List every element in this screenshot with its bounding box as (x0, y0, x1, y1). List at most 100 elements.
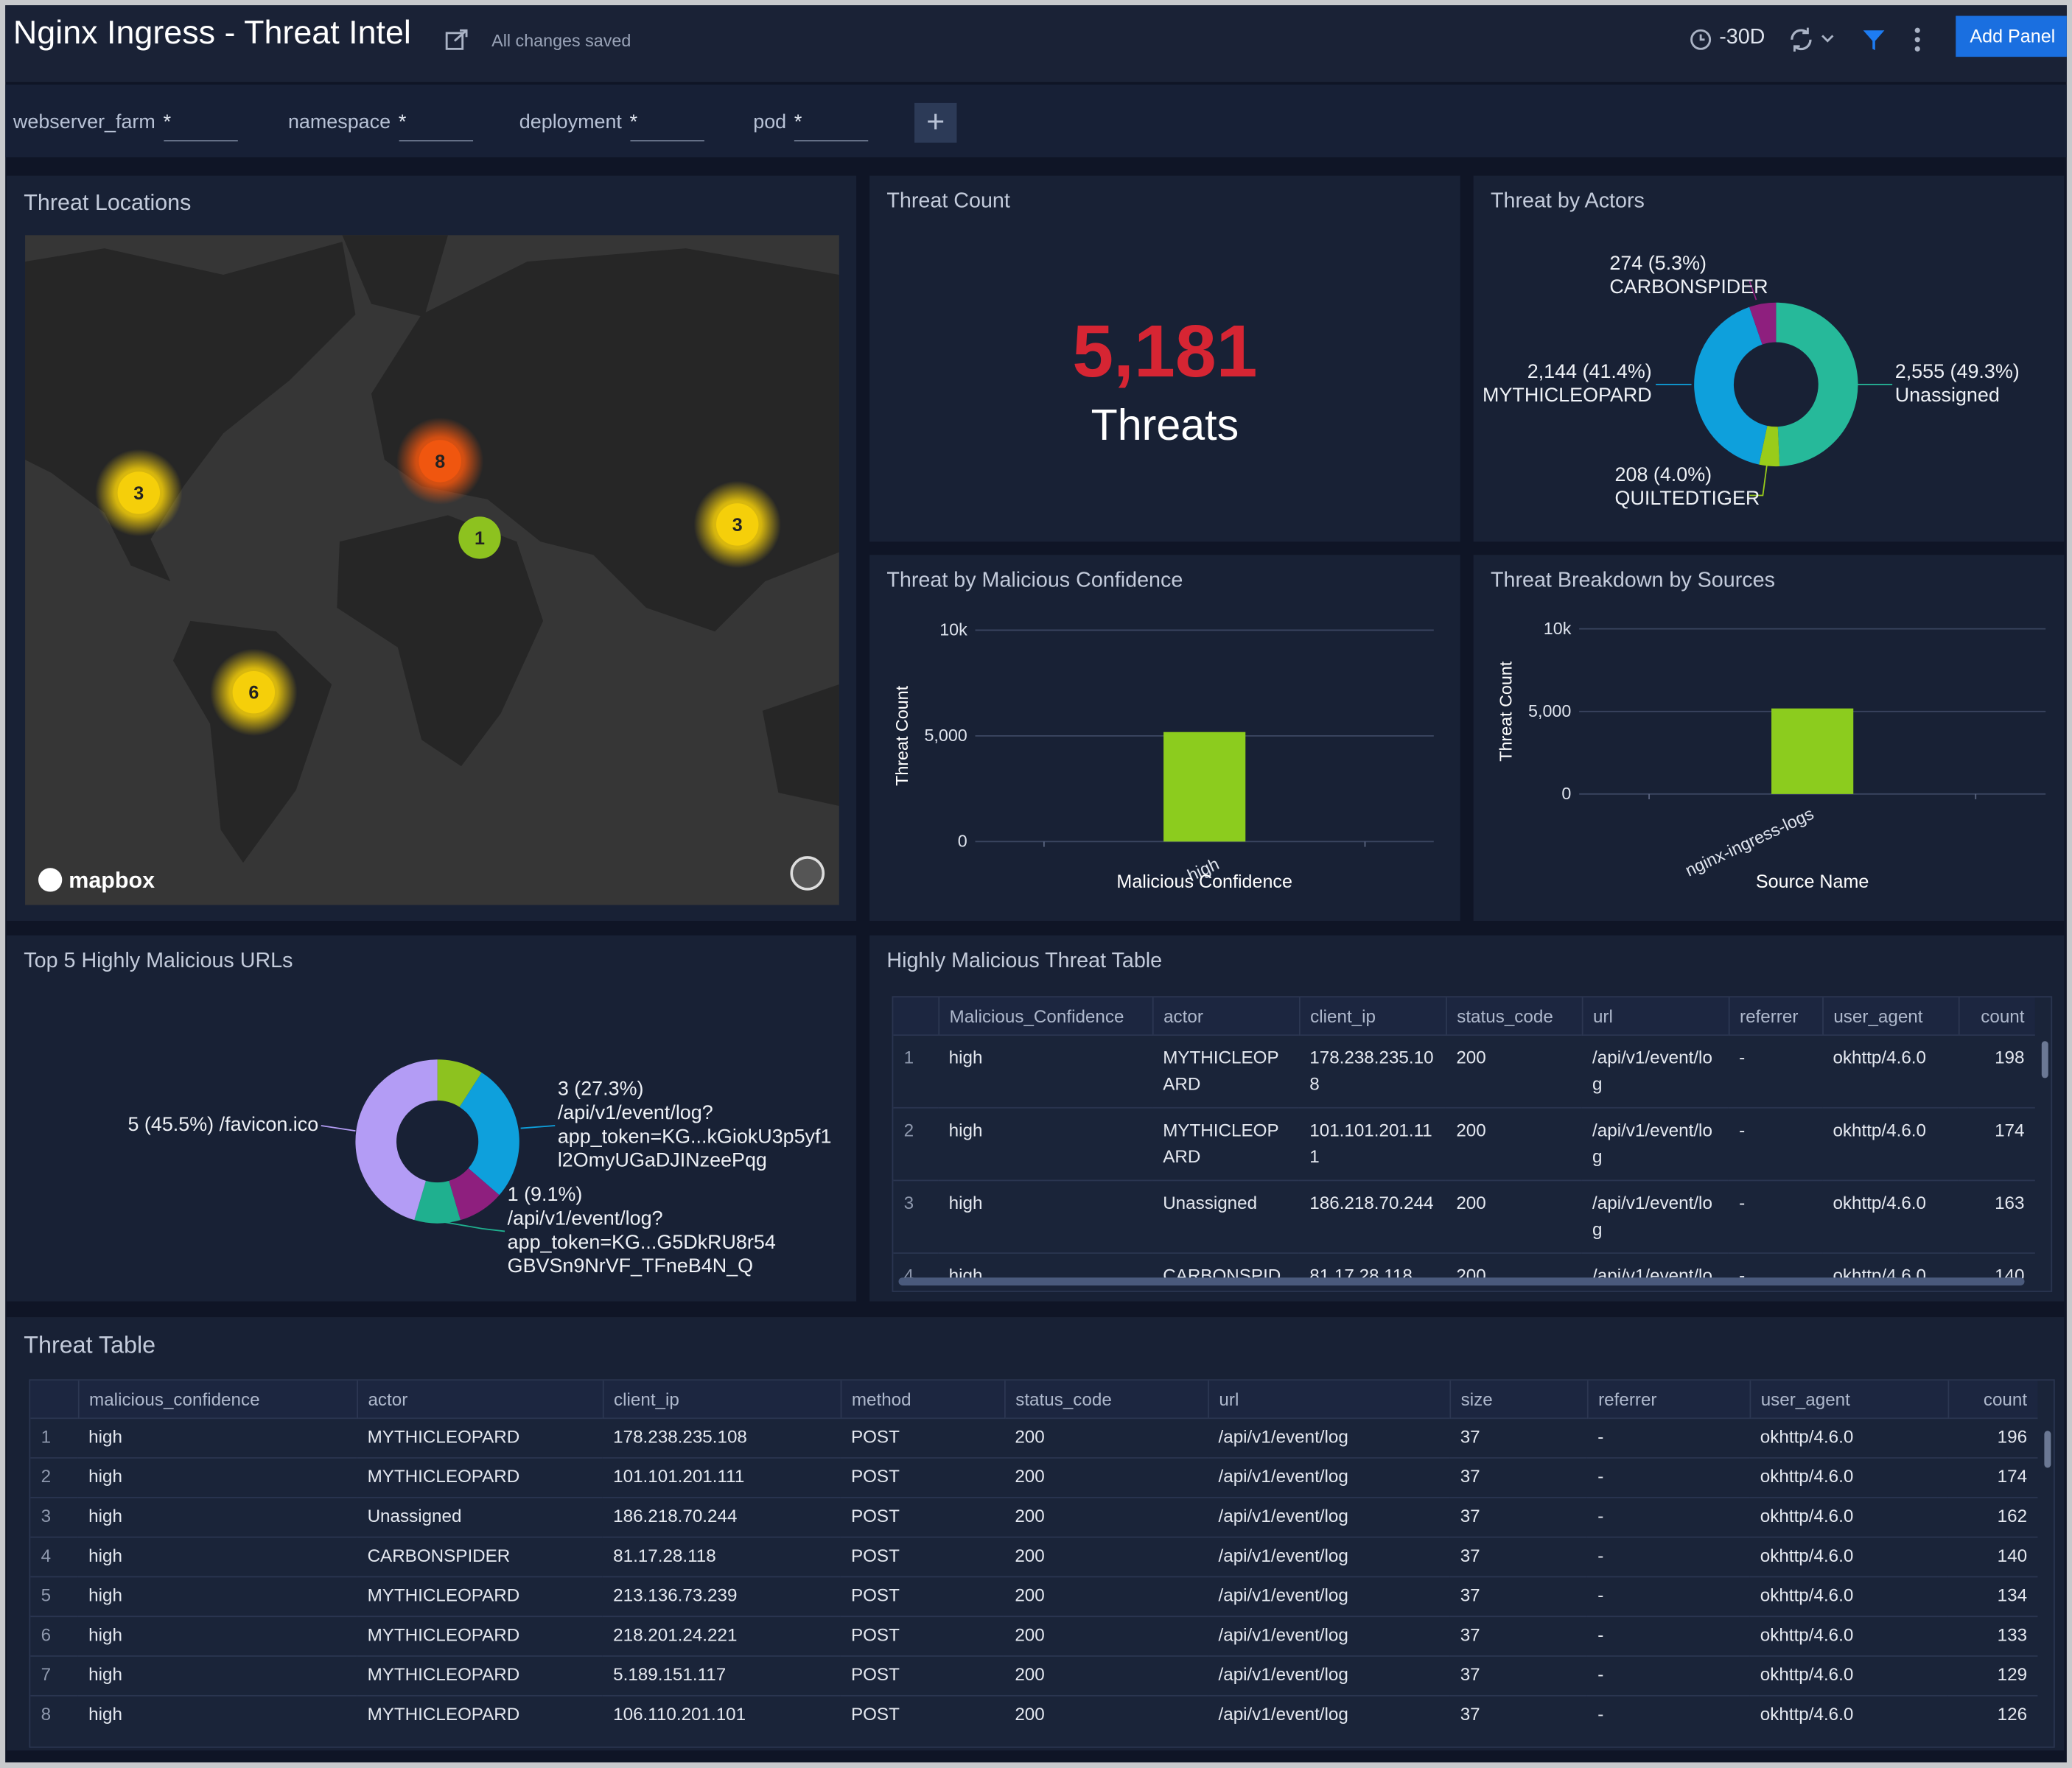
column-header[interactable]: referrer (1728, 997, 1823, 1036)
table-cell: okhttp/4.6.0 (1822, 1106, 1959, 1181)
panel-title: Threat by Malicious Confidence (886, 569, 1183, 592)
slice-label: 1 (9.1%)/api/v1/event/log?app_token=KG..… (508, 1184, 783, 1279)
filter-icon[interactable] (1861, 27, 1887, 53)
slice-name: Unassigned (1894, 384, 2000, 407)
table-cell: CARBONSPIDER (1152, 1252, 1299, 1291)
threat-count-value: 5,181 (1072, 309, 1258, 393)
table-cell: MYTHICLEOPARD (357, 1694, 603, 1736)
table-cell: high (77, 1496, 357, 1537)
cluster[interactable] (716, 503, 759, 546)
table-cell: /api/v1/event/log (1581, 1034, 1729, 1108)
table-cell: MYTHICLEOPARD (357, 1616, 603, 1657)
table-cell: 186.218.70.244 (602, 1496, 841, 1537)
column-header[interactable]: url (1208, 1381, 1451, 1419)
info-icon[interactable] (790, 856, 825, 891)
cluster[interactable] (458, 516, 501, 559)
column-header[interactable]: client_ip (1298, 997, 1446, 1036)
filter-label: webserver_farm (13, 110, 155, 134)
table-cell: 174 (1947, 1457, 2038, 1498)
filter-value[interactable]: * (163, 111, 237, 141)
column-header[interactable]: user_agent (1822, 997, 1959, 1036)
bar[interactable] (1771, 708, 1854, 794)
column-header[interactable]: method (840, 1381, 1005, 1419)
table: malicious_confidence actor client_ip method… (29, 1379, 2055, 1748)
mapbox-logo (38, 868, 63, 892)
refresh-icon[interactable] (1787, 25, 1842, 54)
filter-value[interactable]: * (629, 111, 704, 141)
donut-slice[interactable] (414, 1180, 461, 1224)
table-cell: MYTHICLEOPARD (1152, 1106, 1299, 1181)
scrollbar[interactable] (2041, 1041, 2048, 1078)
donut-slice[interactable] (437, 1059, 482, 1107)
y-axis-title: Threat Count (1497, 661, 1516, 761)
table-cell: 37 (1449, 1496, 1587, 1537)
column-header[interactable]: count (1983, 1389, 2028, 1409)
clock-icon[interactable] (1689, 28, 1712, 52)
column-header[interactable]: user_agent (1749, 1381, 1949, 1419)
donut-slice[interactable] (1694, 306, 1768, 465)
table-cell: high (938, 1179, 1152, 1254)
column-header[interactable]: referrer (1586, 1381, 1751, 1419)
share-icon[interactable] (444, 27, 471, 53)
map-land (342, 235, 448, 318)
table-cell: 200 (1004, 1417, 1208, 1459)
table-row: 8 high MYTHICLEOPARD 106.110.201.101 POST 200… (30, 1694, 2038, 1736)
table-cell: 140 (1947, 1536, 2038, 1577)
h-scrollbar[interactable] (898, 1277, 2025, 1285)
bar[interactable] (1163, 732, 1246, 842)
filter-value[interactable]: * (794, 111, 869, 141)
cluster[interactable] (419, 440, 461, 483)
add-filter-button[interactable]: + (914, 102, 957, 143)
column-header[interactable]: status_code (1445, 997, 1583, 1036)
table-cell: POST (840, 1616, 1004, 1657)
cluster-count: 3 (133, 483, 144, 504)
table-cell: 81.17.28.118 (602, 1536, 841, 1577)
time-range[interactable]: -30D (1719, 26, 1765, 49)
table-cell: Unassigned (1152, 1179, 1299, 1254)
table-cell: 186.218.70.244 (1298, 1179, 1446, 1254)
slice-name: /favicon.ico (219, 1113, 319, 1137)
table-cell: MYTHICLEOPARD (357, 1576, 603, 1617)
add-panel-button[interactable]: Add Panel (1956, 15, 2067, 57)
menu-icon[interactable] (1911, 27, 1924, 53)
column-header[interactable]: status_code (1004, 1381, 1209, 1419)
table-cell: /api/v1/event/log (1208, 1496, 1450, 1537)
donut-slice[interactable] (1749, 302, 1777, 345)
table-cell: /api/v1/event/log (1581, 1252, 1729, 1291)
donut-slice[interactable] (355, 1059, 438, 1221)
leader-line (1749, 281, 1757, 301)
column-header[interactable]: actor (357, 1381, 603, 1419)
donut-slice[interactable] (459, 1072, 519, 1196)
column-header[interactable]: size (1449, 1381, 1588, 1419)
column-header[interactable]: Malicious_Confidence (938, 997, 1153, 1036)
row-index: 3 (893, 1179, 939, 1254)
table-cell: 213.136.73.239 (602, 1576, 841, 1617)
scrollbar[interactable] (2044, 1431, 2051, 1468)
table-cell: /api/v1/event/log (1208, 1536, 1450, 1577)
cluster[interactable] (232, 671, 276, 714)
column-header[interactable]: actor (1152, 997, 1300, 1036)
column-header[interactable]: malicious_confidence (77, 1381, 358, 1419)
cluster[interactable] (117, 471, 161, 514)
table-cell: - (1728, 1179, 1823, 1254)
column-header[interactable]: client_ip (602, 1381, 841, 1419)
column-header[interactable]: count (1981, 1006, 2025, 1026)
donut-slice[interactable] (1776, 302, 1858, 466)
table-cell: 162 (1947, 1496, 2038, 1537)
table-cell: 163 (1958, 1179, 2035, 1254)
table-cell: okhttp/4.6.0 (1822, 1179, 1959, 1254)
table-cell: okhttp/4.6.0 (1749, 1536, 1948, 1577)
table-row: 7 high MYTHICLEOPARD 5.189.151.117 POST 200/a… (30, 1655, 2038, 1696)
donut-slice[interactable] (449, 1168, 500, 1221)
column-header[interactable]: url (1581, 997, 1729, 1036)
slice-name: MYTHICLEOPARD (1483, 384, 1652, 407)
filter-value[interactable]: * (398, 111, 473, 141)
table-cell: /api/v1/event/log (1581, 1106, 1729, 1181)
save-status: All changes saved (491, 30, 631, 51)
donut-slice[interactable] (1759, 426, 1780, 467)
table-cell: okhttp/4.6.0 (1749, 1496, 1948, 1537)
table-cell: 218.201.24.221 (602, 1616, 841, 1657)
